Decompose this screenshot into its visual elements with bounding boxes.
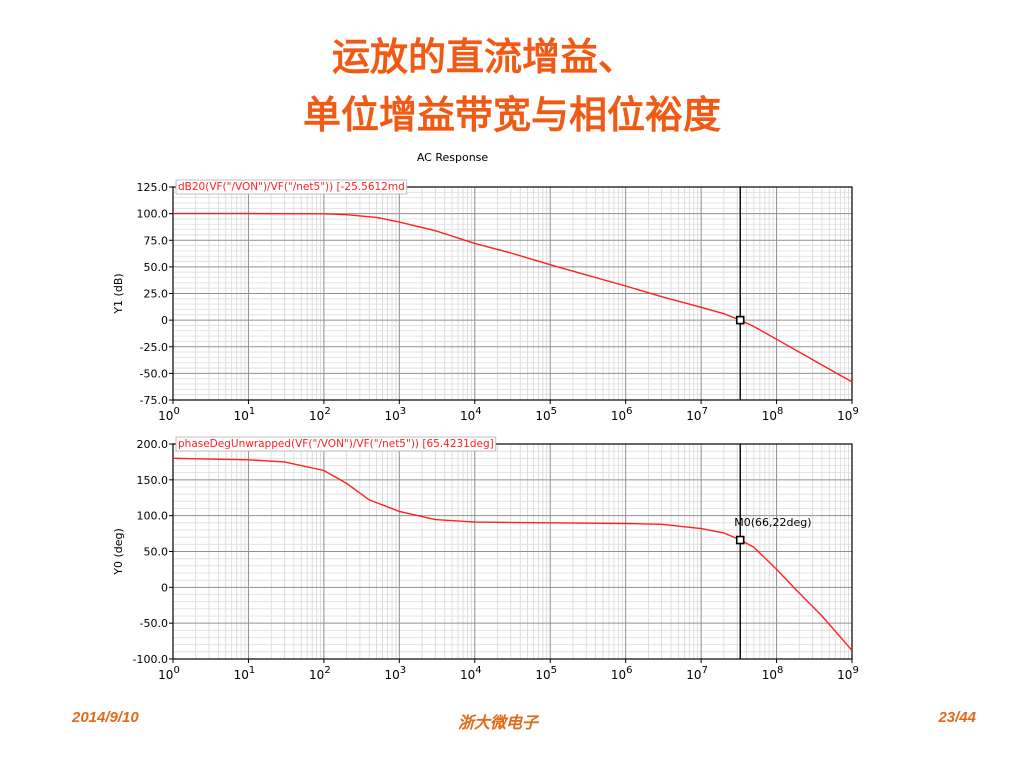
mag-xtick-label: 105	[535, 406, 557, 423]
footer-date: 2014/9/10	[72, 709, 139, 726]
mag-ytick-label: 75.0	[144, 234, 169, 247]
ac-response-plots: AC Response 125.0 100.0 75.0 50.0 25.0 0 -25.0 -…	[112, 151, 859, 682]
phase-ytick-label: -50.0	[140, 617, 168, 630]
phase-ytick-label: -100.0	[133, 653, 168, 666]
mag-ytick-label: 100.0	[137, 208, 169, 221]
phase-legend: phaseDegUnwrapped(VF("/VON")/VF("/net5")…	[175, 436, 497, 452]
mag-xtick-label: 109	[837, 406, 859, 423]
phase-xtick-label: 106	[611, 665, 633, 682]
mag-ytick-label: 0	[161, 314, 168, 327]
phase-xtick-label: 109	[837, 665, 859, 682]
phase-ytick-label: 100.0	[137, 510, 169, 523]
phase-xtick-label: 104	[460, 665, 482, 682]
phase-marker-label: M0(66,22deg)	[734, 516, 811, 529]
phase-legend-box	[175, 436, 497, 452]
phase-ytick-label: 50.0	[144, 546, 169, 559]
phase-xtick-label: 102	[309, 665, 331, 682]
phase-xtick-label: 108	[762, 665, 784, 682]
phase-legend-label: phaseDegUnwrapped(VF("/VON")/VF("/net5")…	[178, 438, 494, 450]
mag-xtick-label: 100	[158, 406, 180, 423]
phase-xtick-label: 105	[535, 665, 557, 682]
mag-legend-box	[175, 179, 408, 195]
slide-title-line1: 运放的直流增益、	[331, 35, 636, 79]
mag-series-line	[173, 212, 853, 383]
phase-xtick-label: 107	[686, 665, 708, 682]
phase-ytick-label: 0	[161, 581, 168, 594]
phase-ytick-label: 200.0	[137, 438, 169, 451]
phase-xtick-label: 101	[234, 665, 256, 682]
mag-ytick-label: -25.0	[140, 341, 168, 354]
footer-page-number: 23/44	[938, 709, 976, 726]
phase-series-line	[172, 457, 853, 651]
mag-ylabel: Y1 (dB)	[112, 273, 125, 314]
mag-xtick-label: 106	[611, 406, 633, 423]
mag-ytick-label: 125.0	[137, 181, 169, 194]
mag-xtick-label: 101	[234, 406, 256, 423]
mag-chart-title: AC Response	[417, 151, 489, 164]
mag-xtick-label: 102	[309, 406, 331, 423]
mag-legend-label: dB20(VF("/VON")/VF("/net5")) [-25.5612md	[178, 181, 405, 193]
phase-ytick-label: 150.0	[137, 474, 169, 487]
mag-plot: AC Response 125.0 100.0 75.0 50.0 25.0 0 -25.0 -…	[112, 151, 859, 423]
mag-xtick-label: 104	[460, 406, 482, 423]
mag-ytick-label: -75.0	[140, 394, 168, 407]
phase-xtick-label: 100	[158, 665, 180, 682]
phase-ylabel: Y0 (deg)	[112, 528, 125, 576]
mag-ytick-label: 25.0	[144, 288, 169, 301]
slide-title-line2: 单位增益带宽与相位裕度	[302, 93, 721, 137]
mag-ytick-label: -50.0	[140, 367, 168, 380]
mag-ytick-label: 50.0	[144, 261, 169, 274]
mag-legend: dB20(VF("/VON")/VF("/net5")) [-25.5612md	[175, 179, 408, 195]
phase-marker-point	[735, 535, 745, 545]
mag-xtick-label: 108	[762, 406, 784, 423]
mag-xtick-label: 107	[686, 406, 708, 423]
phase-xtick-label: 103	[385, 665, 407, 682]
mag-marker-point	[735, 315, 745, 325]
footer-organization: 浙大微电子	[458, 713, 539, 732]
mag-xtick-label: 103	[385, 406, 407, 423]
